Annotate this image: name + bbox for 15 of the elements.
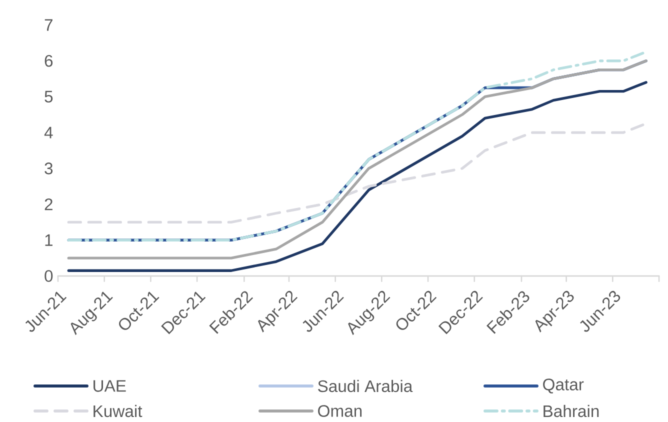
legend-label: Saudi Arabia (318, 380, 413, 392)
legend-label: Oman (318, 405, 362, 417)
legend-label: Bahrain (544, 404, 599, 418)
legend-label: UAE (94, 380, 126, 392)
y-tick-label: 0 (44, 270, 53, 282)
y-tick-label: 4 (44, 126, 53, 138)
legend-label: Kuwait (94, 404, 142, 418)
y-tick-label: 7 (44, 19, 52, 31)
y-tick-label: 5 (44, 90, 53, 103)
legend-label: Qatar (543, 378, 584, 394)
y-tick-label: 2 (44, 198, 52, 210)
y-tick-label: 1 (45, 234, 52, 246)
y-tick-label: 6 (44, 54, 53, 67)
line-series (67, 81, 648, 272)
y-tick-label: 3 (44, 162, 53, 174)
